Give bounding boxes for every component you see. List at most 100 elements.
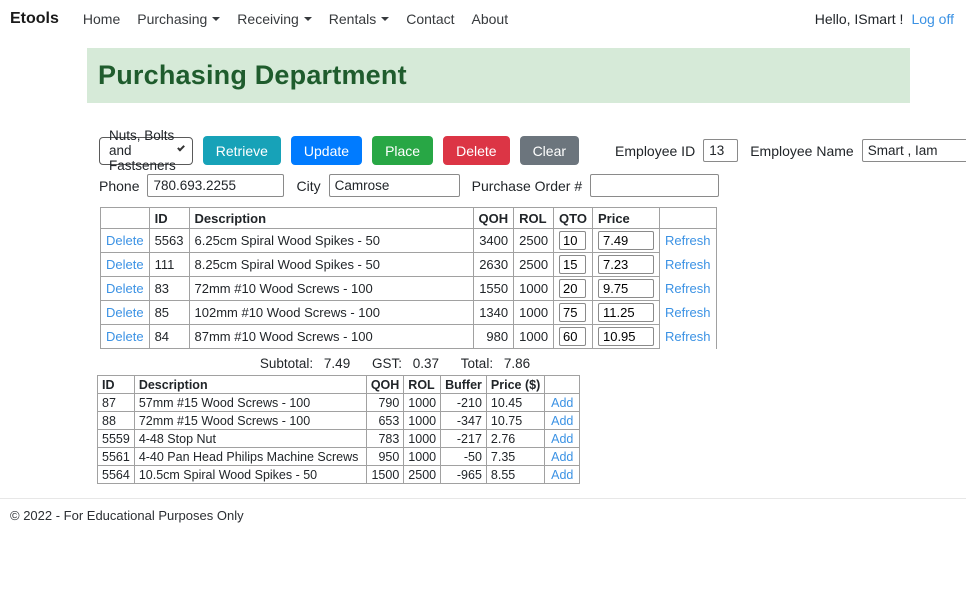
- refresh-row-link[interactable]: Refresh: [664, 281, 711, 296]
- refresh-row-link[interactable]: Refresh: [664, 305, 711, 320]
- category-select[interactable]: Nuts, Bolts and Fastseners: [99, 128, 193, 173]
- order-table-row: Delete 5563 6.25cm Spiral Wood Spikes - 50…: [100, 228, 717, 253]
- nav-item-label: Purchasing: [137, 11, 208, 27]
- refresh-row-link[interactable]: Refresh: [664, 257, 711, 272]
- nav-item-purchasing[interactable]: Purchasing: [137, 11, 221, 27]
- add-row-link[interactable]: Add: [551, 395, 574, 410]
- order-item-rol: 1000: [513, 300, 555, 325]
- qto-input[interactable]: [559, 231, 587, 250]
- catalog-item-qoh: 950: [365, 447, 405, 466]
- delete-row-link[interactable]: Delete: [106, 257, 144, 272]
- order-item-qoh: 1340: [472, 300, 515, 325]
- refresh-row-link[interactable]: Refresh: [664, 233, 711, 249]
- add-row-link[interactable]: Add: [551, 449, 574, 464]
- subtotal-value: 7.49: [323, 356, 351, 371]
- gst-label: GST:: [371, 356, 402, 371]
- caret-down-icon: [303, 17, 312, 21]
- order-item-id: 84: [148, 324, 190, 349]
- order-header-price: Price: [591, 207, 660, 229]
- qto-cell: [553, 228, 593, 253]
- order-totals: Subtotal: 7.49 GST: 0.37 Total: 7.86: [100, 356, 690, 371]
- refresh-row-link[interactable]: Refresh: [664, 329, 711, 344]
- category-select-value: Nuts, Bolts and Fastseners: [109, 128, 176, 173]
- add-row-link[interactable]: Add: [551, 431, 574, 446]
- user-greeting: Hello, ISmart !: [814, 11, 904, 27]
- brand-logo[interactable]: Etools: [10, 10, 59, 27]
- order-header-id: ID: [148, 207, 190, 229]
- employee-name-input[interactable]: [861, 139, 966, 162]
- controls-row: Nuts, Bolts and Fastseners Retrieve Upda…: [87, 128, 966, 173]
- catalog-item-rol: 1000: [403, 429, 442, 448]
- order-item-id: 83: [148, 276, 190, 301]
- catalog-item-buffer: -50: [440, 447, 487, 466]
- catalog-item-rol: 1000: [403, 411, 442, 430]
- add-cell: Add: [544, 393, 581, 412]
- refresh-cell: Refresh: [658, 300, 717, 325]
- price-cell: [591, 276, 660, 301]
- order-item-id: 85: [148, 300, 190, 325]
- employee-name-label: Employee Name: [750, 142, 854, 159]
- order-item-rol: 1000: [513, 276, 555, 301]
- qto-cell: [553, 276, 593, 301]
- qto-input[interactable]: [559, 255, 587, 274]
- catalog-header-price: Price ($): [485, 375, 546, 394]
- place-button[interactable]: Place: [372, 136, 434, 165]
- price-input[interactable]: [597, 327, 654, 346]
- catalog-table-row: 5559 4-48 Stop Nut 783 1000 -217 2.76 Add: [97, 429, 581, 448]
- add-row-link[interactable]: Add: [551, 467, 574, 482]
- price-input[interactable]: [597, 255, 654, 274]
- update-button[interactable]: Update: [290, 136, 363, 165]
- catalog-item-rol: 1000: [403, 393, 442, 412]
- delete-row-link[interactable]: Delete: [106, 305, 144, 320]
- catalog-header-buffer: Buffer: [440, 375, 487, 394]
- catalog-item-description: 10.5cm Spiral Wood Spikes - 50: [133, 465, 367, 484]
- delete-row-link[interactable]: Delete: [106, 281, 144, 296]
- catalog-table: ID Description QOH ROL Buffer Price ($) …: [97, 375, 581, 484]
- nav-item-rentals[interactable]: Rentals: [329, 11, 390, 27]
- qto-input[interactable]: [559, 303, 587, 322]
- nav-item-label: Contact: [406, 11, 455, 27]
- price-input[interactable]: [597, 279, 654, 298]
- log-off-link[interactable]: Log off: [911, 11, 954, 27]
- clear-button[interactable]: Clear: [519, 136, 580, 165]
- catalog-item-id: 87: [97, 393, 135, 412]
- catalog-header-rol: ROL: [403, 375, 442, 394]
- nav-item-receiving[interactable]: Receiving: [237, 11, 312, 27]
- catalog-table-body: 87 57mm #15 Wood Screws - 100 790 1000 -210 1…: [97, 393, 581, 484]
- phone-input[interactable]: [147, 174, 285, 197]
- qto-input[interactable]: [559, 327, 587, 346]
- qto-input[interactable]: [559, 279, 587, 298]
- city-label: City: [296, 177, 321, 194]
- delete-cell: Delete: [100, 276, 150, 301]
- fields-row: Phone City Purchase Order #: [87, 174, 910, 197]
- purchase-order-input[interactable]: [590, 174, 720, 197]
- delete-row-link[interactable]: Delete: [106, 329, 144, 344]
- catalog-item-qoh: 653: [365, 411, 405, 430]
- catalog-header-qoh: QOH: [365, 375, 405, 394]
- employee-id-input[interactable]: [703, 139, 739, 162]
- price-input[interactable]: [597, 231, 654, 250]
- catalog-item-qoh: 790: [365, 393, 405, 412]
- nav-item-contact[interactable]: Contact: [406, 11, 454, 27]
- catalog-table-row: 5564 10.5cm Spiral Wood Spikes - 50 1500 25…: [97, 465, 581, 484]
- delete-button[interactable]: Delete: [443, 136, 510, 165]
- catalog-header-description: Description: [133, 375, 367, 394]
- retrieve-button[interactable]: Retrieve: [202, 136, 281, 165]
- order-item-id: 5563: [148, 228, 190, 253]
- order-table-body: Delete 5563 6.25cm Spiral Wood Spikes - 50…: [100, 228, 717, 349]
- qto-cell: [553, 324, 593, 349]
- order-item-description: 6.25cm Spiral Wood Spikes - 50: [188, 228, 474, 253]
- delete-row-link[interactable]: Delete: [106, 233, 144, 248]
- catalog-item-description: 57mm #15 Wood Screws - 100: [133, 393, 367, 412]
- catalog-item-description: 72mm #15 Wood Screws - 100: [133, 411, 367, 430]
- catalog-item-id: 5564: [97, 465, 135, 484]
- page-title: Purchasing Department: [98, 60, 407, 90]
- order-item-description: 102mm #10 Wood Screws - 100: [188, 300, 474, 325]
- nav-item-about[interactable]: About: [472, 11, 509, 27]
- city-input[interactable]: [328, 174, 460, 197]
- catalog-table-row: 5561 4-40 Pan Head Philips Machine Screws…: [97, 447, 581, 466]
- catalog-header-add: [544, 375, 581, 394]
- add-row-link[interactable]: Add: [551, 413, 574, 428]
- nav-item-home[interactable]: Home: [83, 11, 120, 27]
- price-input[interactable]: [597, 303, 654, 322]
